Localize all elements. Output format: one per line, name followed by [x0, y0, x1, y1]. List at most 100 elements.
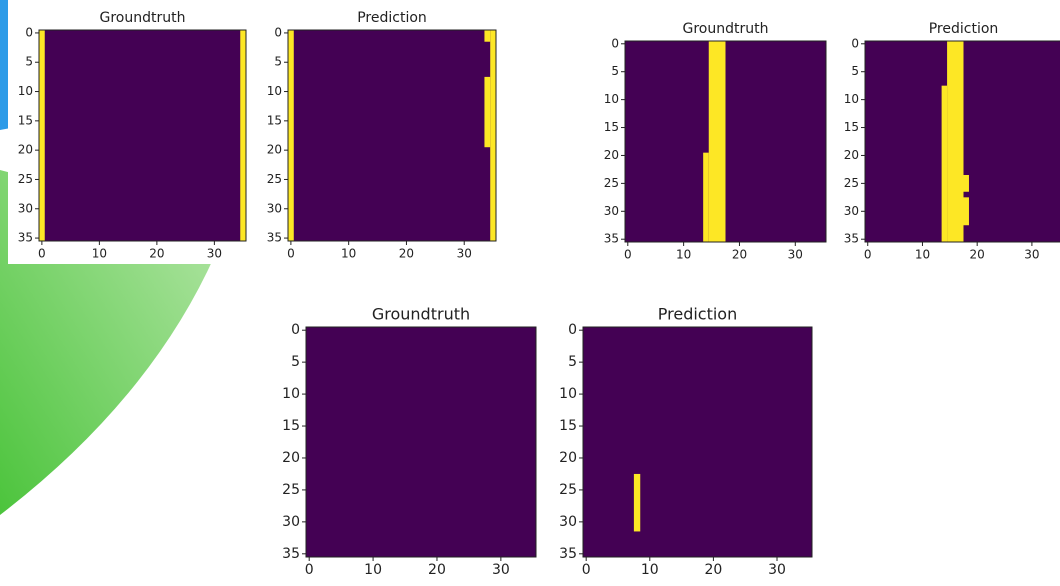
x-tick-label: 10 — [92, 247, 107, 261]
y-tick-label: 20 — [604, 148, 619, 162]
highlight-cell — [490, 30, 496, 241]
highlight-cell — [484, 76, 491, 148]
image-frame — [287, 29, 497, 242]
y-tick-label: 20 — [282, 450, 300, 466]
image-background — [306, 327, 536, 557]
y-tick-label: 10 — [282, 386, 300, 402]
y-tick-label: 30 — [844, 204, 859, 218]
highlight-cell — [708, 41, 726, 242]
x-tick-label: 0 — [582, 562, 591, 578]
y-tick-label: 15 — [267, 113, 282, 127]
highlight-cell — [484, 30, 491, 42]
y-tick-label: 10 — [18, 84, 33, 98]
panel-title: Prediction — [929, 21, 999, 37]
x-tick-label: 30 — [207, 247, 222, 261]
x-tick-label: 30 — [768, 562, 786, 578]
x-tick-label: 10 — [641, 562, 659, 578]
y-tick-label: 5 — [25, 55, 33, 69]
y-tick-label: 0 — [568, 322, 577, 338]
x-tick-label: 10 — [676, 248, 691, 262]
x-tick-label: 20 — [732, 248, 747, 262]
image-background — [39, 30, 246, 241]
x-tick-label: 20 — [970, 248, 985, 262]
y-tick-label: 25 — [559, 482, 577, 498]
y-tick-label: 15 — [559, 418, 577, 434]
y-tick-label: 35 — [559, 546, 577, 562]
y-tick-label: 0 — [851, 36, 859, 50]
y-tick-label: 35 — [282, 546, 300, 562]
image-background — [583, 327, 812, 557]
y-tick-label: 25 — [282, 482, 300, 498]
image-frame — [305, 326, 537, 558]
heatmap-panel: Prediction 0 5 10 15 20 25 30 35 0 10 20 30 — [267, 10, 497, 261]
heatmap-panel: Prediction 0 5 10 15 20 25 30 35 0 10 20 30 — [559, 305, 813, 578]
y-tick-label: 10 — [559, 386, 577, 402]
x-tick-label: 0 — [864, 248, 872, 262]
y-tick-label: 5 — [851, 64, 859, 78]
y-tick-label: 20 — [267, 143, 282, 157]
y-tick-label: 15 — [604, 120, 619, 134]
panel-title: Groundtruth — [683, 21, 769, 37]
x-tick-label: 10 — [915, 248, 930, 262]
x-tick-label: 10 — [364, 562, 382, 578]
x-tick-label: 20 — [704, 562, 722, 578]
image-frame — [864, 40, 1060, 243]
highlight-cell — [240, 30, 246, 241]
highlight-cell — [633, 473, 641, 532]
y-tick-label: 5 — [568, 354, 577, 370]
y-tick-label: 25 — [844, 176, 859, 190]
y-tick-label: 25 — [18, 172, 33, 186]
y-tick-label: 30 — [604, 204, 619, 218]
y-tick-label: 10 — [267, 84, 282, 98]
image-background — [288, 30, 496, 241]
y-tick-label: 15 — [282, 418, 300, 434]
highlight-cell — [703, 152, 709, 242]
x-tick-label: 30 — [457, 247, 472, 261]
y-tick-label: 0 — [25, 25, 33, 39]
highlight-cell — [39, 30, 45, 241]
y-tick-label: 10 — [604, 92, 619, 106]
y-tick-label: 35 — [18, 231, 33, 245]
y-tick-label: 20 — [18, 143, 33, 157]
highlight-cell — [963, 175, 969, 192]
highlight-cell — [941, 85, 948, 243]
panel-title: Groundtruth — [372, 305, 470, 324]
y-tick-label: 0 — [611, 36, 619, 50]
y-tick-label: 35 — [844, 232, 859, 246]
y-tick-label: 25 — [604, 176, 619, 190]
x-tick-label: 30 — [788, 248, 803, 262]
y-tick-label: 35 — [267, 231, 282, 245]
y-tick-label: 15 — [18, 113, 33, 127]
x-tick-label: 20 — [399, 247, 414, 261]
heatmap-panel: Groundtruth 0 5 10 15 20 25 30 35 0 10 20 30 — [282, 305, 537, 578]
panel-title: Groundtruth — [100, 10, 186, 26]
y-tick-label: 0 — [274, 25, 282, 39]
x-tick-label: 20 — [428, 562, 446, 578]
x-tick-label: 20 — [149, 247, 164, 261]
x-tick-label: 0 — [38, 247, 46, 261]
panel-title: Prediction — [658, 305, 737, 324]
highlight-cell — [288, 30, 294, 241]
y-tick-label: 30 — [282, 514, 300, 530]
y-tick-label: 35 — [604, 232, 619, 246]
highlight-cell — [947, 41, 964, 242]
y-tick-label: 10 — [844, 92, 859, 106]
image-frame — [582, 326, 813, 558]
y-tick-label: 15 — [844, 120, 859, 134]
y-tick-label: 5 — [274, 55, 282, 69]
x-tick-label: 30 — [492, 562, 510, 578]
x-tick-label: 30 — [1024, 248, 1039, 262]
y-tick-label: 5 — [291, 354, 300, 370]
y-tick-label: 30 — [18, 201, 33, 215]
panel-title: Prediction — [357, 10, 427, 26]
x-tick-label: 0 — [305, 562, 314, 578]
y-tick-label: 0 — [291, 322, 300, 338]
x-tick-label: 10 — [341, 247, 356, 261]
image-frame — [624, 40, 827, 243]
y-tick-label: 30 — [267, 201, 282, 215]
heatmap-panel: Prediction 0 5 10 15 20 25 30 35 0 10 20 30 — [844, 21, 1060, 262]
y-tick-label: 25 — [267, 172, 282, 186]
y-tick-label: 30 — [559, 514, 577, 530]
y-tick-label: 20 — [559, 450, 577, 466]
